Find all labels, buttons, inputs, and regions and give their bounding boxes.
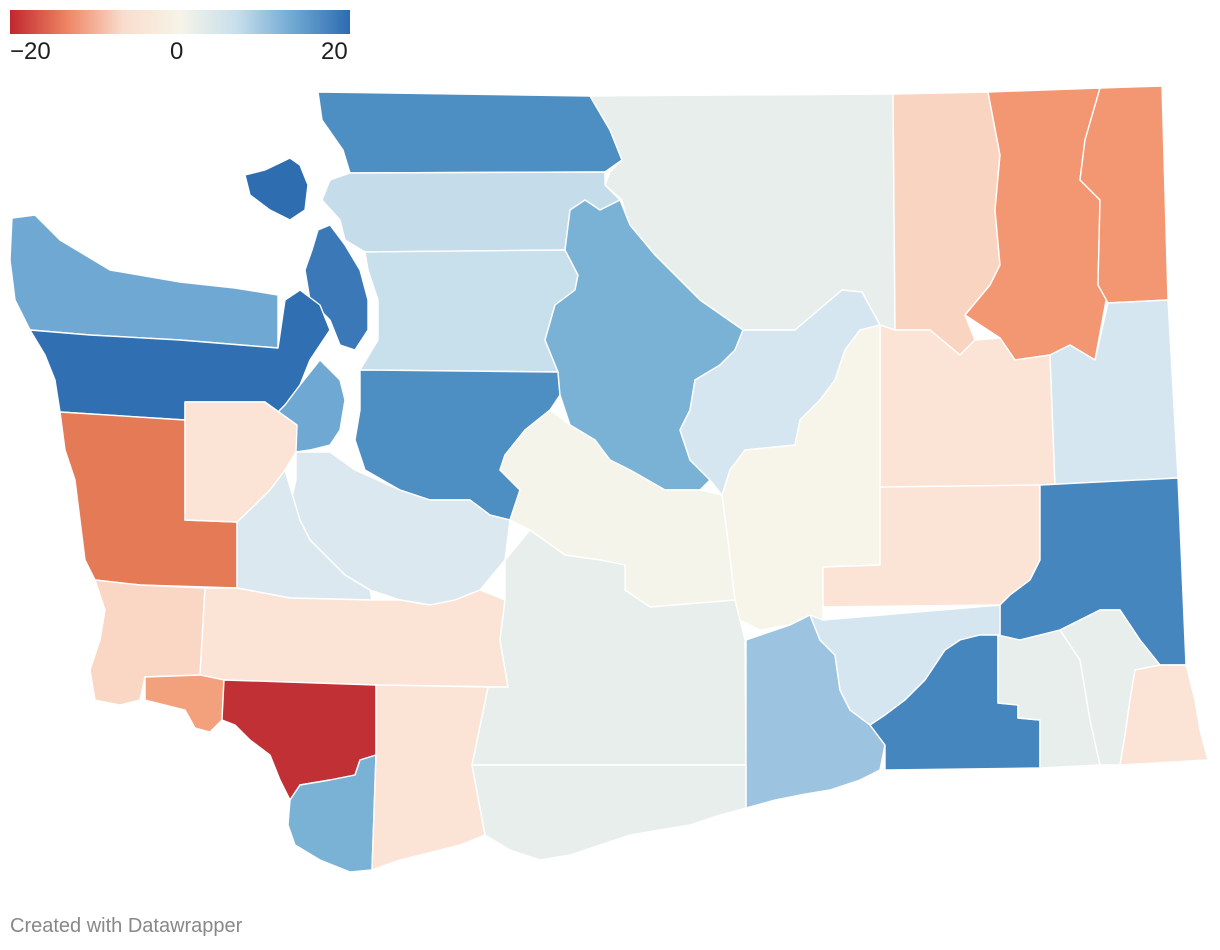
county-skamania[interactable] [371,684,489,871]
legend-max-label: 20 [321,38,348,65]
county-klickitat[interactable] [471,764,747,861]
county-pacific[interactable] [89,579,206,706]
county-lewis[interactable] [199,587,509,688]
county-asotin[interactable] [1119,664,1209,766]
county-island[interactable] [304,224,369,351]
county-san-juan[interactable] [244,157,309,221]
county-wahkiakum[interactable] [144,674,225,733]
county-whatcom[interactable] [317,91,623,174]
legend-min-label: −20 [10,38,51,65]
legend-gradient-bar [10,10,350,34]
county-yakima[interactable] [471,529,747,766]
legend-mid-label: 0 [170,38,184,65]
county-pend-oreille[interactable] [1079,85,1169,304]
credit-text: Created with Datawrapper [10,915,243,937]
county-clallam[interactable] [9,214,279,349]
color-legend: −20 0 20 [10,10,350,66]
county-snohomish[interactable] [359,249,579,373]
